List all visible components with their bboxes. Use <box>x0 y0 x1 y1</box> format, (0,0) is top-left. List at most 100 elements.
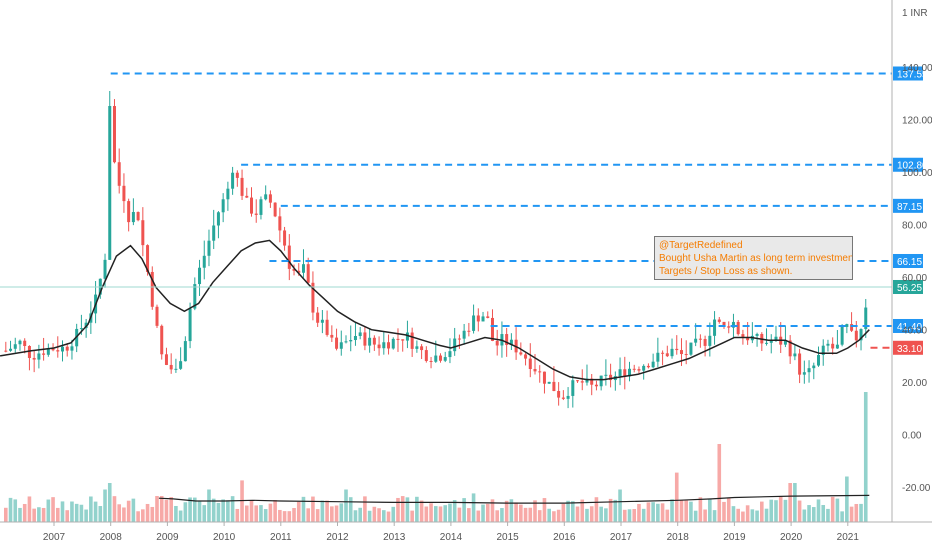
candle-body <box>325 319 329 335</box>
candle-body <box>656 352 660 362</box>
volume-bar <box>273 500 277 522</box>
volume-bars <box>4 392 870 522</box>
candle-body <box>665 353 669 357</box>
volume-bar <box>334 505 339 522</box>
volume-bar <box>159 496 164 522</box>
candle-body <box>453 338 457 352</box>
candle-body <box>481 316 485 322</box>
candle-body <box>420 346 424 351</box>
volume-bar <box>731 506 736 522</box>
year-tick-label: 2013 <box>383 532 406 543</box>
candle-body <box>27 346 31 358</box>
year-tick-label: 2009 <box>156 532 179 543</box>
volume-bar <box>193 497 197 522</box>
volume-bar <box>698 497 703 522</box>
volume-bar <box>235 508 240 522</box>
volume-bar <box>580 499 585 522</box>
candle-body <box>46 348 50 355</box>
volume-bar <box>4 507 8 522</box>
volume-bar <box>845 476 849 522</box>
candle-body <box>689 342 693 355</box>
volume-bar <box>287 511 292 522</box>
year-tick-label: 2007 <box>43 532 66 543</box>
candle-body <box>769 340 773 343</box>
year-tick-label: 2008 <box>100 532 123 543</box>
candle-body <box>439 355 443 361</box>
annotation-targets: Targets / Stop Loss as shown. <box>659 266 793 277</box>
volume-bar <box>835 498 840 522</box>
volume-bar <box>424 506 429 522</box>
annotation-text: Bought Usha Martin as long term investme… <box>659 253 853 264</box>
candle-body <box>826 343 830 346</box>
volume-bar <box>788 483 792 522</box>
candle-body <box>330 334 334 338</box>
volume-bar <box>542 498 547 522</box>
level-label: 102.80 <box>897 161 928 172</box>
candle-body <box>675 348 679 351</box>
candle-body <box>505 334 509 345</box>
candle-body <box>65 346 69 351</box>
candle-body <box>457 338 461 340</box>
volume-bar <box>79 504 84 522</box>
candle-body <box>821 345 825 355</box>
candle-body <box>160 325 164 355</box>
year-tick-label: 2019 <box>723 532 746 543</box>
candle-body <box>812 365 816 369</box>
volume-bar <box>774 500 778 522</box>
candle-body <box>698 338 702 340</box>
volume-bar <box>566 500 570 522</box>
candle-body <box>141 220 145 246</box>
volume-bar <box>717 444 722 522</box>
volume-bar <box>155 496 159 522</box>
last-price-label-box <box>893 279 923 294</box>
volume-bar <box>216 502 221 522</box>
candle-body <box>358 332 362 337</box>
volume-bar <box>292 507 296 522</box>
candle-body <box>250 197 254 214</box>
year-tick-label: 2015 <box>496 532 519 543</box>
candle-body <box>131 212 135 223</box>
candle-body <box>717 319 721 322</box>
candle-body <box>287 245 291 269</box>
candle-body <box>590 378 594 385</box>
level-label-box <box>893 253 923 268</box>
volume-bar <box>348 497 353 522</box>
level-label: 33.10 <box>897 344 922 355</box>
candle-body <box>240 177 244 196</box>
volume-bar <box>98 506 103 522</box>
annotation-box[interactable]: @TargetRedefined Bought Usha Martin as l… <box>654 236 853 280</box>
candle-body <box>599 375 603 387</box>
target-levels: 137.55 102.80 87.15 66.15 41.40 33.10 56.25 <box>0 66 928 355</box>
volume-bar <box>830 496 835 522</box>
candle-body <box>424 350 428 361</box>
candle-body <box>632 368 636 370</box>
candle-body <box>226 188 230 200</box>
candle-body <box>198 267 202 285</box>
volume-bar <box>594 497 599 522</box>
volume-bar <box>589 506 594 522</box>
volume-bar <box>840 511 844 522</box>
volume-bar <box>651 502 655 522</box>
volume-bar <box>55 507 60 522</box>
candle-body <box>566 395 570 399</box>
candle-body <box>708 335 712 346</box>
candle-body <box>108 106 112 260</box>
candle-body <box>387 342 391 349</box>
volume-bar <box>363 496 367 522</box>
candle-body <box>533 369 537 372</box>
volume-bar <box>410 510 414 522</box>
volume-bar <box>51 497 55 522</box>
volume-bar <box>665 509 670 522</box>
volume-bar <box>755 510 759 522</box>
candle-body <box>547 381 551 384</box>
volume-bar <box>797 500 802 522</box>
candle-body <box>661 352 665 354</box>
candle-body <box>703 339 707 346</box>
candle-body <box>23 340 27 347</box>
candle-body <box>684 354 688 356</box>
level-label: 87.15 <box>897 202 922 213</box>
candle-body <box>112 106 116 163</box>
time-axis: 2007 2008 2009 2010 2011 2012 2013 2014 2015 2016… <box>43 522 859 543</box>
candle-body <box>136 212 140 221</box>
volume-bar <box>443 505 448 522</box>
